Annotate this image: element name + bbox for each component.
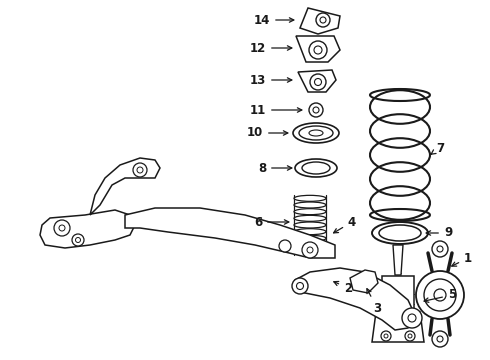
Circle shape [408, 314, 416, 322]
Circle shape [316, 13, 330, 27]
Circle shape [137, 167, 143, 173]
Polygon shape [40, 210, 135, 248]
Text: 3: 3 [367, 289, 381, 315]
Circle shape [384, 334, 388, 338]
Polygon shape [393, 245, 403, 275]
Ellipse shape [294, 215, 326, 221]
Polygon shape [298, 70, 336, 92]
Text: 9: 9 [426, 226, 452, 239]
Circle shape [432, 241, 448, 257]
Circle shape [314, 46, 322, 54]
Circle shape [402, 308, 422, 328]
Circle shape [302, 242, 318, 258]
Ellipse shape [294, 222, 326, 228]
Ellipse shape [294, 209, 326, 215]
Polygon shape [296, 36, 340, 62]
Ellipse shape [372, 222, 428, 244]
Circle shape [307, 247, 313, 253]
Text: 11: 11 [250, 104, 302, 117]
Ellipse shape [294, 195, 326, 201]
Text: 10: 10 [247, 126, 288, 139]
Ellipse shape [294, 235, 326, 241]
Circle shape [434, 289, 446, 301]
Circle shape [54, 220, 70, 236]
Circle shape [405, 331, 415, 341]
Text: 12: 12 [250, 41, 292, 54]
Polygon shape [90, 158, 160, 215]
Polygon shape [300, 8, 340, 34]
Text: 7: 7 [431, 141, 444, 154]
Text: 13: 13 [250, 73, 292, 86]
Text: 5: 5 [424, 288, 456, 302]
Ellipse shape [302, 162, 330, 174]
Ellipse shape [379, 225, 421, 241]
Circle shape [310, 74, 326, 90]
Circle shape [279, 240, 291, 252]
Text: 6: 6 [254, 216, 289, 229]
Text: 14: 14 [254, 13, 294, 27]
Ellipse shape [309, 130, 323, 136]
Ellipse shape [293, 123, 339, 143]
Circle shape [381, 331, 391, 341]
Circle shape [432, 331, 448, 347]
Text: 8: 8 [258, 162, 292, 175]
Circle shape [72, 234, 84, 246]
Circle shape [315, 78, 321, 85]
Circle shape [437, 246, 443, 252]
Circle shape [309, 103, 323, 117]
Ellipse shape [294, 202, 326, 208]
Circle shape [133, 163, 147, 177]
Text: 4: 4 [334, 216, 356, 233]
Circle shape [424, 279, 456, 311]
Ellipse shape [294, 242, 326, 248]
Circle shape [292, 278, 308, 294]
Text: 1: 1 [452, 252, 472, 266]
Ellipse shape [299, 126, 333, 140]
Polygon shape [372, 312, 424, 342]
Ellipse shape [295, 159, 337, 177]
Polygon shape [382, 276, 414, 320]
Polygon shape [295, 268, 415, 330]
Circle shape [296, 283, 303, 289]
Polygon shape [125, 208, 335, 258]
Circle shape [75, 238, 80, 243]
Circle shape [416, 271, 464, 319]
Text: 2: 2 [334, 282, 352, 294]
Circle shape [320, 17, 326, 23]
Circle shape [313, 107, 319, 113]
Circle shape [408, 334, 412, 338]
Circle shape [437, 336, 443, 342]
Ellipse shape [294, 249, 326, 255]
Polygon shape [350, 270, 378, 293]
Circle shape [309, 41, 327, 59]
Circle shape [59, 225, 65, 231]
Ellipse shape [294, 229, 326, 235]
